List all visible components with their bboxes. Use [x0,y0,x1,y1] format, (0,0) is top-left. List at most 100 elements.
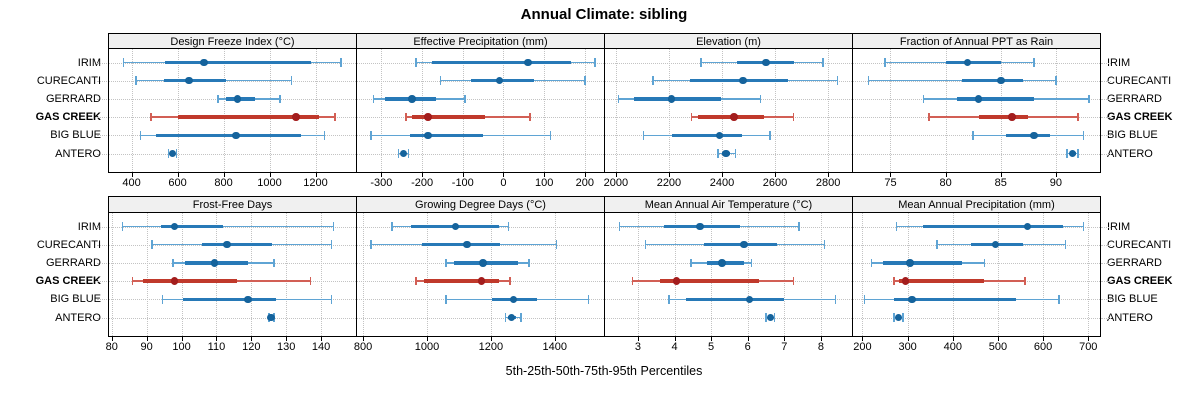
axis-tick [615,173,617,177]
gridline-vertical [1000,49,1002,172]
whisker-cap-right [792,276,795,286]
whisker-cap-right [759,94,762,104]
whisker-cap-left [922,94,925,104]
median-dot [210,259,219,267]
median-dot [168,149,177,158]
panel-mean-annual-air-temperature-c [604,212,853,337]
axis-tick-label: 200 [853,341,872,353]
gridline-horizontal [109,317,356,319]
axis-tick-label: 0 [500,177,507,189]
whisker-cap-left [618,222,621,231]
whisker-cap-right [1077,149,1079,158]
site-label-left-big-blue: BIG BLUE [50,129,101,142]
axis-tick-label: 400 [943,341,962,353]
whisker-cap-left [415,58,417,67]
median-dot [762,58,770,67]
panel-strip-label: Effective Precipitation (mm) [413,36,548,48]
median-dot [170,277,179,285]
site-label-left-gerrard: GERRARD [45,256,101,269]
gridline-vertical [862,213,864,336]
iqr-bar [423,279,499,283]
axis-tick [462,173,464,177]
gridline-vertical [584,49,586,172]
axis-tick-label: 90 [140,341,153,353]
site-label-right-gas-creek: GAS CREEK [1107,275,1173,288]
site-label-right-big-blue: BIG BLUE [1107,129,1158,142]
whisker-cap-right [407,149,410,158]
whisker-cap-left [668,295,670,304]
whisker-cap-right [528,258,530,268]
axis-tick [890,173,892,177]
axis-tick-label: 2600 [762,177,788,189]
whisker-cap-right [1082,222,1085,231]
whisker-cap-left [131,276,134,286]
axis-tick [503,173,505,177]
iqr-bar [898,279,985,283]
axis-tick-label: 800 [214,177,233,189]
whisker-cap-right [822,58,824,67]
gridline-vertical [668,49,670,172]
site-label-right-curecanti: CURECANTI [1107,238,1172,251]
axis-tick [131,173,133,177]
axis-tick [111,337,113,341]
median-dot [696,222,704,231]
axis-tick [544,173,546,177]
iqr-bar [945,60,1001,65]
gridline-horizontal [853,317,1100,319]
gridline-overhang-right [1101,281,1111,283]
site-label-right-gerrard: GERRARD [1107,256,1163,269]
gridline-vertical [828,49,830,172]
gridline-overhang-left [97,244,107,246]
iqr-bar [422,242,501,247]
axis-tick-label: 5 [708,341,715,353]
axis-tick [223,173,225,177]
whisker-cap-left [617,94,620,104]
axis-tick-label: 85 [994,177,1007,189]
panel-strip-mean-annual-air-temperature-c: Mean Annual Air Temperature (°C) [604,196,853,213]
whisker-cap-left [439,76,442,85]
axis-tick-label: 1400 [542,341,568,353]
gridline-overhang-right [1101,226,1111,228]
iqr-bar [164,60,311,65]
gridline-vertical [945,49,947,172]
whisker-cap-right [769,131,771,140]
site-label-left-curecanti: CURECANTI [36,238,101,251]
panel-strip-growing-degree-days-c: Growing Degree Days (°C) [356,196,605,213]
median-dot [715,131,724,140]
median-dot [718,259,726,267]
panel-strip-design-freeze-index-c: Design Freeze Index (°C) [108,33,357,49]
gridline-overhang-left [97,262,107,264]
median-dot [908,295,916,304]
panel-strip-effective-precipitation-mm: Effective Precipitation (mm) [356,33,605,49]
gridline-vertical [820,213,822,336]
axis-tick [490,337,492,341]
gridline-vertical [462,49,464,172]
panel-strip-label: Mean Annual Precipitation (mm) [898,199,1055,211]
gridline-vertical [286,213,288,336]
iqr-bar [685,297,785,302]
iqr-bar [155,133,301,138]
whisker-cap-right [1064,240,1067,249]
axis-tick [181,337,183,341]
site-label-left-gas-creek: GAS CREEK [35,275,101,288]
whisker-cap-right [175,149,178,158]
panel-strip-label: Fraction of Annual PPT as Rain [899,36,1054,48]
gridline-vertical [111,213,113,336]
axis-tick-label: 100 [172,341,191,353]
whisker-cap-right [836,76,839,85]
median-dot [399,149,408,158]
whisker-cap-right [330,240,333,249]
whisker-cap-right [509,276,511,286]
whisker-cap-left [391,222,393,231]
whisker-cap-right [330,295,333,304]
axis-tick-label: 500 [988,341,1008,353]
iqr-bar [978,115,1029,119]
whisker-cap-right [750,258,753,268]
gridline-vertical [216,213,218,336]
whisker-cap-left [504,313,506,322]
gridline-vertical [554,213,556,336]
whisker-cap-left [150,112,152,122]
site-label-left-antero: ANTERO [55,147,101,160]
whisker-cap-left [405,112,407,122]
axis-tick-label: 1200 [303,177,328,189]
